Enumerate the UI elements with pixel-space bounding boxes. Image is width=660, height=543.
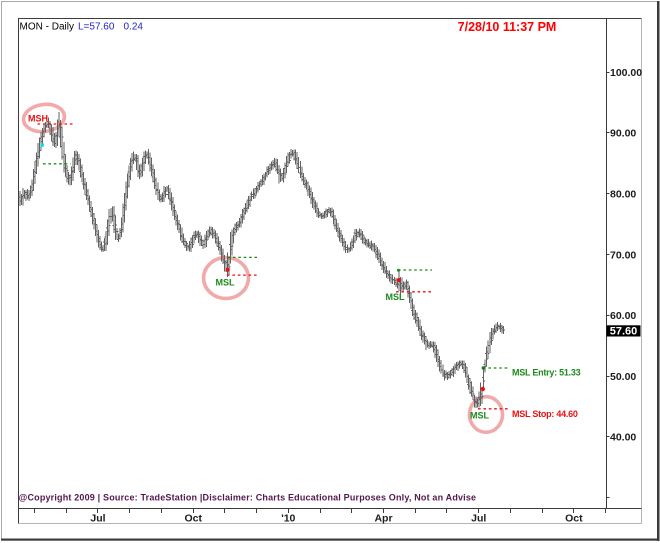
svg-text:Oct: Oct xyxy=(184,513,202,525)
svg-text:70.00: 70.00 xyxy=(610,249,636,261)
svg-text:@Copyright 2009 | Source: Trad: @Copyright 2009 | Source: TradeStation |… xyxy=(19,493,477,503)
svg-text:100.00: 100.00 xyxy=(610,67,642,79)
svg-text:Oct: Oct xyxy=(565,513,583,525)
svg-text:Jul: Jul xyxy=(90,513,105,525)
svg-text:MSH: MSH xyxy=(28,114,48,124)
svg-text:80.00: 80.00 xyxy=(610,189,636,201)
svg-text:40.00: 40.00 xyxy=(610,432,636,444)
svg-text:60.00: 60.00 xyxy=(610,310,636,322)
svg-text:7/28/10 11:37 PM: 7/28/10 11:37 PM xyxy=(458,20,557,34)
svg-text:'10: '10 xyxy=(281,513,295,525)
svg-text:MSL: MSL xyxy=(216,278,236,288)
svg-text:57.60: 57.60 xyxy=(610,326,638,338)
svg-text:50.00: 50.00 xyxy=(610,371,636,383)
svg-text:90.00: 90.00 xyxy=(610,128,636,140)
svg-text:MSL: MSL xyxy=(470,411,490,421)
svg-text:MSL: MSL xyxy=(386,292,406,302)
svg-text:MSL Entry: 51.33: MSL Entry: 51.33 xyxy=(512,368,581,378)
svg-text:Apr: Apr xyxy=(374,513,392,525)
svg-text:Jul: Jul xyxy=(471,513,486,525)
svg-text:MSL Stop: 44.60: MSL Stop: 44.60 xyxy=(512,409,578,419)
